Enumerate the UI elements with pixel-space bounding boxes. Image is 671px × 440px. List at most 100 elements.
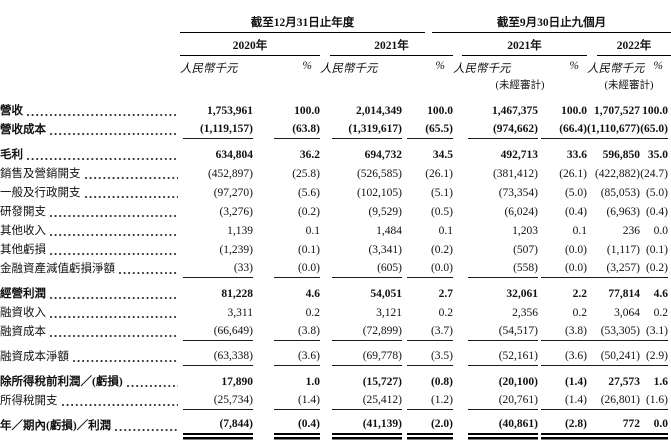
cell-value: (73,354)	[498, 187, 538, 199]
amount-cell: 634,804	[180, 145, 253, 164]
pct-cell: 100.0	[640, 101, 671, 120]
row-label-text: 毛利	[0, 149, 23, 161]
cell-value: 0.1	[572, 225, 587, 237]
cell-value: 32,061	[506, 288, 538, 300]
amount-cell: (1,239)	[180, 240, 253, 259]
amount-cell: 54,051	[320, 284, 402, 303]
amount-cell: (73,354)	[453, 183, 538, 202]
currency-unit-label: 人民幣千元	[320, 63, 378, 75]
amount-cell: (6,024)	[453, 202, 538, 221]
table-row: 其他虧損 (1,239) (0.1) (3,341) (0.2) (507) (0.0) (1…	[0, 240, 671, 259]
cell-value: 772	[570, 417, 640, 435]
table-row: 金融資產減值虧損淨額 (33) (0.0) (605) (0.0) (558) (0.0)(…	[0, 259, 671, 278]
dot-leader	[126, 374, 178, 391]
pct-cell: (2.8)	[538, 416, 587, 435]
amount-cell: (53,305)	[570, 322, 640, 341]
row-label-text: 經營利潤	[0, 288, 46, 300]
pct-cell: (3.6)	[253, 347, 320, 366]
amount-cell: 596,850	[587, 145, 640, 164]
cell-value: (66,649)	[183, 324, 253, 341]
cell-value: 3,311	[227, 307, 253, 319]
cell-value: (558)	[468, 261, 538, 278]
cell-value: (3.1)	[622, 324, 668, 341]
cell-value: (52,161)	[468, 349, 538, 366]
dot-leader	[73, 349, 178, 366]
dot-leader	[119, 261, 178, 278]
amount-cell: 2,014,349	[320, 101, 402, 120]
amount-cell: 772	[570, 416, 640, 435]
row-label: 年／期內(虧損)／利潤	[0, 416, 180, 435]
cell-value: (69,778)	[332, 349, 402, 366]
amount-cell: 17,890	[180, 372, 253, 391]
pct-cell: (0.0)	[402, 259, 453, 278]
cell-value: (526,585)	[356, 168, 402, 180]
row-label-text: 所得稅開支	[0, 395, 58, 407]
cell-value: (2.9)	[622, 349, 668, 366]
cell-value: 1.6	[653, 376, 668, 388]
amount-cell: (85,053)	[587, 183, 640, 202]
cell-value: (507)	[513, 244, 538, 256]
amount-cell: (54,517)	[453, 322, 538, 341]
cell-value: (26,801)	[570, 393, 640, 410]
amount-cell: (1,119,157)	[180, 120, 253, 139]
amount-cell: (40,861)	[453, 416, 538, 435]
row-label: 金融資產減值虧損淨額	[0, 259, 180, 278]
label-column-spacer	[0, 14, 180, 33]
amount-cell: (526,585)	[320, 164, 402, 183]
cell-value: (0.4)	[645, 206, 668, 218]
row-label-text: 一般及行政開支	[0, 187, 81, 199]
table-row: 融資成本淨額 (63,338) (3.6) (69,778) (3.5) (52,161)…	[0, 347, 671, 366]
pct-cell: 0.2	[538, 303, 587, 322]
cell-value: 1,139	[227, 225, 253, 237]
table-row: 其他收入 1,139 0.1 1,484 0.1 1,203 0.1 236 0.0	[0, 221, 671, 240]
cell-value: (3.6)	[274, 349, 320, 366]
amount-cell: (33)	[180, 259, 253, 278]
amount-cell: (507)	[453, 240, 538, 259]
year-header-row: 2020年 2021年 2021年 2022年	[0, 35, 671, 56]
amount-cell: (1,110,677)	[570, 120, 640, 139]
cell-value: 34.5	[432, 149, 453, 161]
pct-cell: 0.0	[640, 221, 671, 240]
cell-value: (3,257)	[570, 261, 640, 278]
cell-value: (9,529)	[368, 206, 402, 218]
cell-value: 596,850	[602, 149, 640, 161]
pct-cell: 2.2	[538, 284, 587, 303]
pct-cell: (2.0)	[402, 416, 453, 435]
pct-cell: 33.6	[538, 145, 587, 164]
amount-cell: (20,761)	[453, 391, 538, 410]
amount-cell: (3,257)	[570, 259, 640, 278]
cell-value: 2,356	[512, 307, 538, 319]
amount-cell: 81,228	[180, 284, 253, 303]
cell-value: (65.0)	[622, 122, 668, 139]
amount-cell: (7,844)	[180, 416, 253, 435]
table-row: 毛利 634,804 36.2 694,732 34.5 492,713 33.6 596,8…	[0, 145, 671, 164]
cell-value: 0.2	[572, 307, 587, 319]
cell-value: (6,024)	[504, 206, 538, 218]
pct-cell: (26.1)	[538, 164, 587, 183]
cell-value: (65.5)	[407, 122, 453, 139]
cell-value: (0.0)	[564, 244, 587, 256]
dot-leader	[84, 185, 178, 202]
table-row: 融資收入 3,311 0.2 3,121 0.2 2,356 0.2 3,064 0.2	[0, 303, 671, 322]
amount-cell: (605)	[320, 259, 402, 278]
pct-cell: 35.0	[640, 145, 671, 164]
cell-value: (25,412)	[332, 393, 402, 410]
cell-value: 35.0	[647, 149, 668, 161]
row-label: 融資成本淨額	[0, 347, 180, 366]
amount-cell: (3,341)	[320, 240, 402, 259]
pct-cell: (1.2)	[402, 391, 453, 410]
pct-cell: 100.0	[253, 101, 320, 120]
amount-cell: (25,734)	[180, 391, 253, 410]
cell-value: (422,882)	[594, 168, 640, 180]
cell-value: (20,100)	[498, 376, 538, 388]
pct-cell: (3.5)	[402, 347, 453, 366]
cell-value: (24.7)	[640, 168, 668, 180]
amount-cell: 3,311	[180, 303, 253, 322]
amount-cell: 1,139	[180, 221, 253, 240]
cell-value: (381,412)	[492, 168, 538, 180]
amount-cell: 492,713	[453, 145, 538, 164]
table-row: 營收成本 (1,119,157) (63.8) (1,319,617) (65.5) (9…	[0, 120, 671, 139]
amount-cell: (3,276)	[180, 202, 253, 221]
cell-value: (63,338)	[183, 349, 253, 366]
